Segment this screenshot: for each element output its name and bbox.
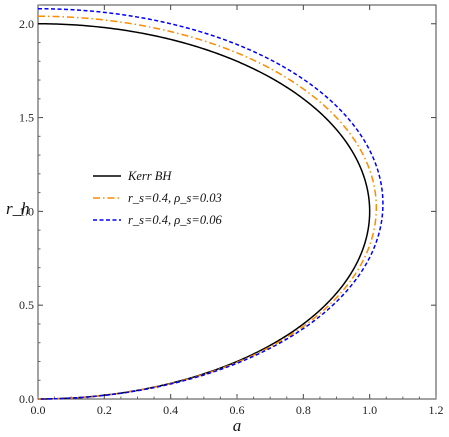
series-line-0 xyxy=(37,23,371,400)
x-tick-label: 0.0 xyxy=(31,403,46,417)
legend-label-1: r_s=0.4, ρ_s=0.03 xyxy=(128,191,222,205)
series-line-2 xyxy=(37,8,384,400)
axis-ticks: 0.0 0.2 0.4 0.6 0.8 1.0 1.2 0.0 0.5 1.0 1.5 2.0 xyxy=(19,4,444,417)
y-tick-label: 0.0 xyxy=(19,392,34,406)
legend: Kerr BH r_s=0.4, ρ_s=0.03 r_s=0.4, ρ_s=0.0… xyxy=(93,169,222,227)
x-tick-label: 1.0 xyxy=(362,403,377,417)
y-tick-label: 1.0 xyxy=(19,204,34,218)
y-axis-title: r_h xyxy=(6,199,30,218)
x-axis-title: a xyxy=(233,416,242,435)
x-tick-label: 1.2 xyxy=(429,403,444,417)
legend-label-0: Kerr BH xyxy=(127,169,172,183)
series-curves xyxy=(37,8,384,400)
series-line-1 xyxy=(37,15,378,400)
y-tick-label: 2.0 xyxy=(19,17,34,31)
legend-label-2: r_s=0.4, ρ_s=0.06 xyxy=(128,213,222,227)
y-tick-label: 1.5 xyxy=(19,111,34,125)
x-tick-label: 0.6 xyxy=(230,403,245,417)
y-tick-label: 0.5 xyxy=(19,298,34,312)
x-tick-label: 0.2 xyxy=(97,403,112,417)
x-tick-label: 0.4 xyxy=(163,403,178,417)
plot-frame xyxy=(37,4,437,400)
x-tick-label: 0.8 xyxy=(296,403,311,417)
